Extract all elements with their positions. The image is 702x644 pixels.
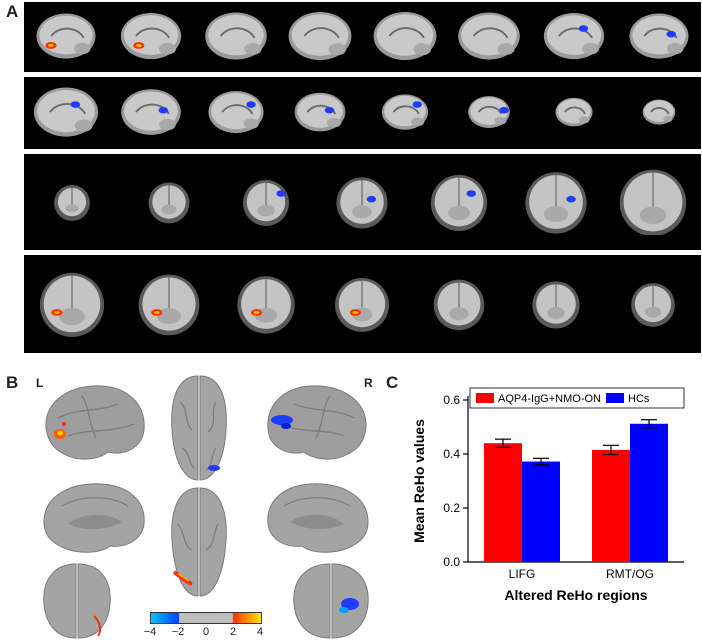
legend-swatch [476,393,494,403]
ventral-brain [164,484,234,602]
panel-c-label: C [386,373,399,392]
mri-slice [323,271,401,337]
coronal-row-2 [24,255,701,353]
panel-b-label: B [6,373,19,392]
mri-slice [112,4,190,70]
mri-slice [227,169,305,235]
colorbar-tick: −2 [171,626,185,638]
sagittal-row-2 [24,77,701,149]
mri-slice [33,169,111,235]
right-lateral-brain [262,378,374,466]
right-medial-brain [262,476,374,556]
mri-slice [535,4,613,70]
bar [484,443,522,562]
colorbar-tick: −4 [143,626,157,638]
mri-slice [197,4,275,70]
mri-slice [614,169,692,235]
mri-slice [227,271,305,337]
colorbar-tick: 4 [256,626,264,638]
mri-slice [620,4,698,70]
mri-slice [130,271,208,337]
panel-c-bar-chart: 0.0 0.2 0.4 0.6 LIFG RMT/OG Altered ReHo regio… [411,387,685,603]
mri-slice [450,4,528,70]
mri-slice [197,80,275,146]
coronal-row-1 [24,154,701,250]
legend-swatch [606,393,624,403]
y-axis-label: Mean ReHo values [411,419,427,543]
mri-slice [366,80,444,146]
mri-slice [130,169,208,235]
mri-slice [281,80,359,146]
mri-slice [27,80,105,146]
colorbar [150,612,262,624]
posterior-brain-left [38,560,118,642]
mri-slice [112,80,190,146]
colorbar-tick: 2 [229,626,237,638]
legend-box [469,387,685,409]
mri-slice [614,271,692,337]
left-medial-brain [38,476,150,556]
sagittal-row-1 [24,2,701,72]
mri-slice [420,271,498,337]
left-lateral-brain [38,378,150,466]
y-tick-label: 0.2 [443,501,460,515]
mri-slice [535,80,613,146]
right-hemisphere-label: R [364,376,373,390]
bar [630,423,668,562]
mri-slice [366,4,444,70]
legend-entry: AQP4-IgG+NMO-ON [498,393,601,405]
y-tick-label: 0.6 [443,393,460,407]
y-tick-label: 0.0 [443,555,460,569]
mri-slice [517,271,595,337]
left-hemisphere-label: L [36,376,44,390]
mri-slice [517,169,595,235]
mri-slice [27,4,105,70]
mri-slice [420,169,498,235]
posterior-brain-right [288,560,374,642]
legend-entry: HCs [628,393,650,405]
mri-slice [450,80,528,146]
mri-slice [33,271,111,337]
x-tick-label: LIFG [509,567,536,581]
dorsal-brain [164,372,234,484]
x-tick-label: RMT/OG [606,567,654,581]
bar [592,449,630,562]
mri-slice [281,4,359,70]
y-tick-label: 0.4 [443,447,460,461]
mri-slice [323,169,401,235]
mri-slice [620,80,698,146]
bar [522,461,560,562]
panel-a-label: A [6,2,19,21]
x-axis-label: Altered ReHo regions [504,587,647,603]
colorbar-tick: 0 [202,626,210,638]
